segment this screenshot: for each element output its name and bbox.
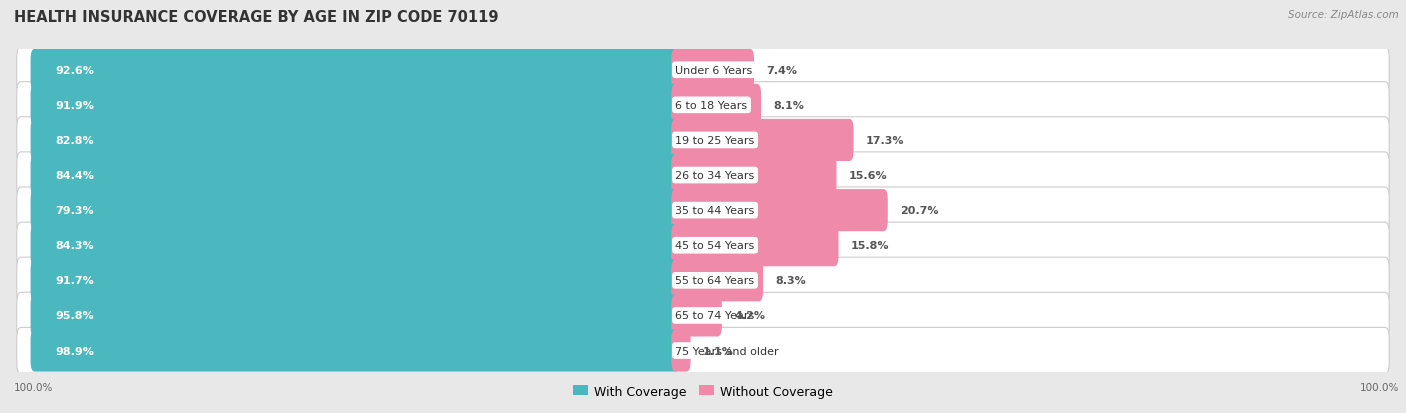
FancyBboxPatch shape <box>671 225 838 267</box>
Text: 91.7%: 91.7% <box>55 275 94 286</box>
Text: 100.0%: 100.0% <box>14 382 53 392</box>
FancyBboxPatch shape <box>31 85 679 127</box>
FancyBboxPatch shape <box>671 85 761 127</box>
FancyBboxPatch shape <box>31 120 679 161</box>
Text: 19 to 25 Years: 19 to 25 Years <box>675 135 755 146</box>
Text: 84.3%: 84.3% <box>55 241 94 251</box>
FancyBboxPatch shape <box>31 260 679 301</box>
Text: 7.4%: 7.4% <box>766 66 797 76</box>
FancyBboxPatch shape <box>671 154 837 197</box>
Text: 8.1%: 8.1% <box>773 101 804 111</box>
FancyBboxPatch shape <box>671 330 690 372</box>
FancyBboxPatch shape <box>31 190 679 232</box>
Text: 45 to 54 Years: 45 to 54 Years <box>675 241 755 251</box>
Text: 82.8%: 82.8% <box>55 135 94 146</box>
Text: 91.9%: 91.9% <box>55 101 94 111</box>
Text: 8.3%: 8.3% <box>776 275 806 286</box>
FancyBboxPatch shape <box>671 260 763 301</box>
Text: Source: ZipAtlas.com: Source: ZipAtlas.com <box>1288 10 1399 20</box>
Text: 92.6%: 92.6% <box>55 66 94 76</box>
FancyBboxPatch shape <box>671 190 887 232</box>
FancyBboxPatch shape <box>31 330 679 372</box>
Text: 15.6%: 15.6% <box>849 171 887 180</box>
Text: 1.1%: 1.1% <box>703 346 734 356</box>
FancyBboxPatch shape <box>31 294 679 337</box>
FancyBboxPatch shape <box>671 294 721 337</box>
FancyBboxPatch shape <box>17 328 1389 374</box>
Text: 98.9%: 98.9% <box>55 346 94 356</box>
Text: 75 Years and older: 75 Years and older <box>675 346 779 356</box>
Text: Under 6 Years: Under 6 Years <box>675 66 752 76</box>
Text: 84.4%: 84.4% <box>55 171 94 180</box>
FancyBboxPatch shape <box>671 50 754 92</box>
Text: 15.8%: 15.8% <box>851 241 890 251</box>
Text: HEALTH INSURANCE COVERAGE BY AGE IN ZIP CODE 70119: HEALTH INSURANCE COVERAGE BY AGE IN ZIP … <box>14 10 499 25</box>
Text: 55 to 64 Years: 55 to 64 Years <box>675 275 755 286</box>
FancyBboxPatch shape <box>31 225 679 267</box>
Text: 79.3%: 79.3% <box>55 206 94 216</box>
FancyBboxPatch shape <box>31 50 679 92</box>
Text: 100.0%: 100.0% <box>1360 382 1399 392</box>
FancyBboxPatch shape <box>17 188 1389 234</box>
FancyBboxPatch shape <box>31 154 679 197</box>
FancyBboxPatch shape <box>17 47 1389 94</box>
FancyBboxPatch shape <box>17 152 1389 199</box>
FancyBboxPatch shape <box>17 258 1389 304</box>
Text: 95.8%: 95.8% <box>55 311 94 320</box>
FancyBboxPatch shape <box>17 117 1389 164</box>
FancyBboxPatch shape <box>17 292 1389 339</box>
FancyBboxPatch shape <box>17 83 1389 129</box>
Text: 65 to 74 Years: 65 to 74 Years <box>675 311 755 320</box>
FancyBboxPatch shape <box>671 120 853 161</box>
Text: 20.7%: 20.7% <box>900 206 939 216</box>
Legend: With Coverage, Without Coverage: With Coverage, Without Coverage <box>568 380 838 403</box>
Text: 17.3%: 17.3% <box>866 135 904 146</box>
Text: 4.2%: 4.2% <box>734 311 765 320</box>
Text: 6 to 18 Years: 6 to 18 Years <box>675 101 748 111</box>
FancyBboxPatch shape <box>17 223 1389 269</box>
Text: 35 to 44 Years: 35 to 44 Years <box>675 206 755 216</box>
Text: 26 to 34 Years: 26 to 34 Years <box>675 171 755 180</box>
